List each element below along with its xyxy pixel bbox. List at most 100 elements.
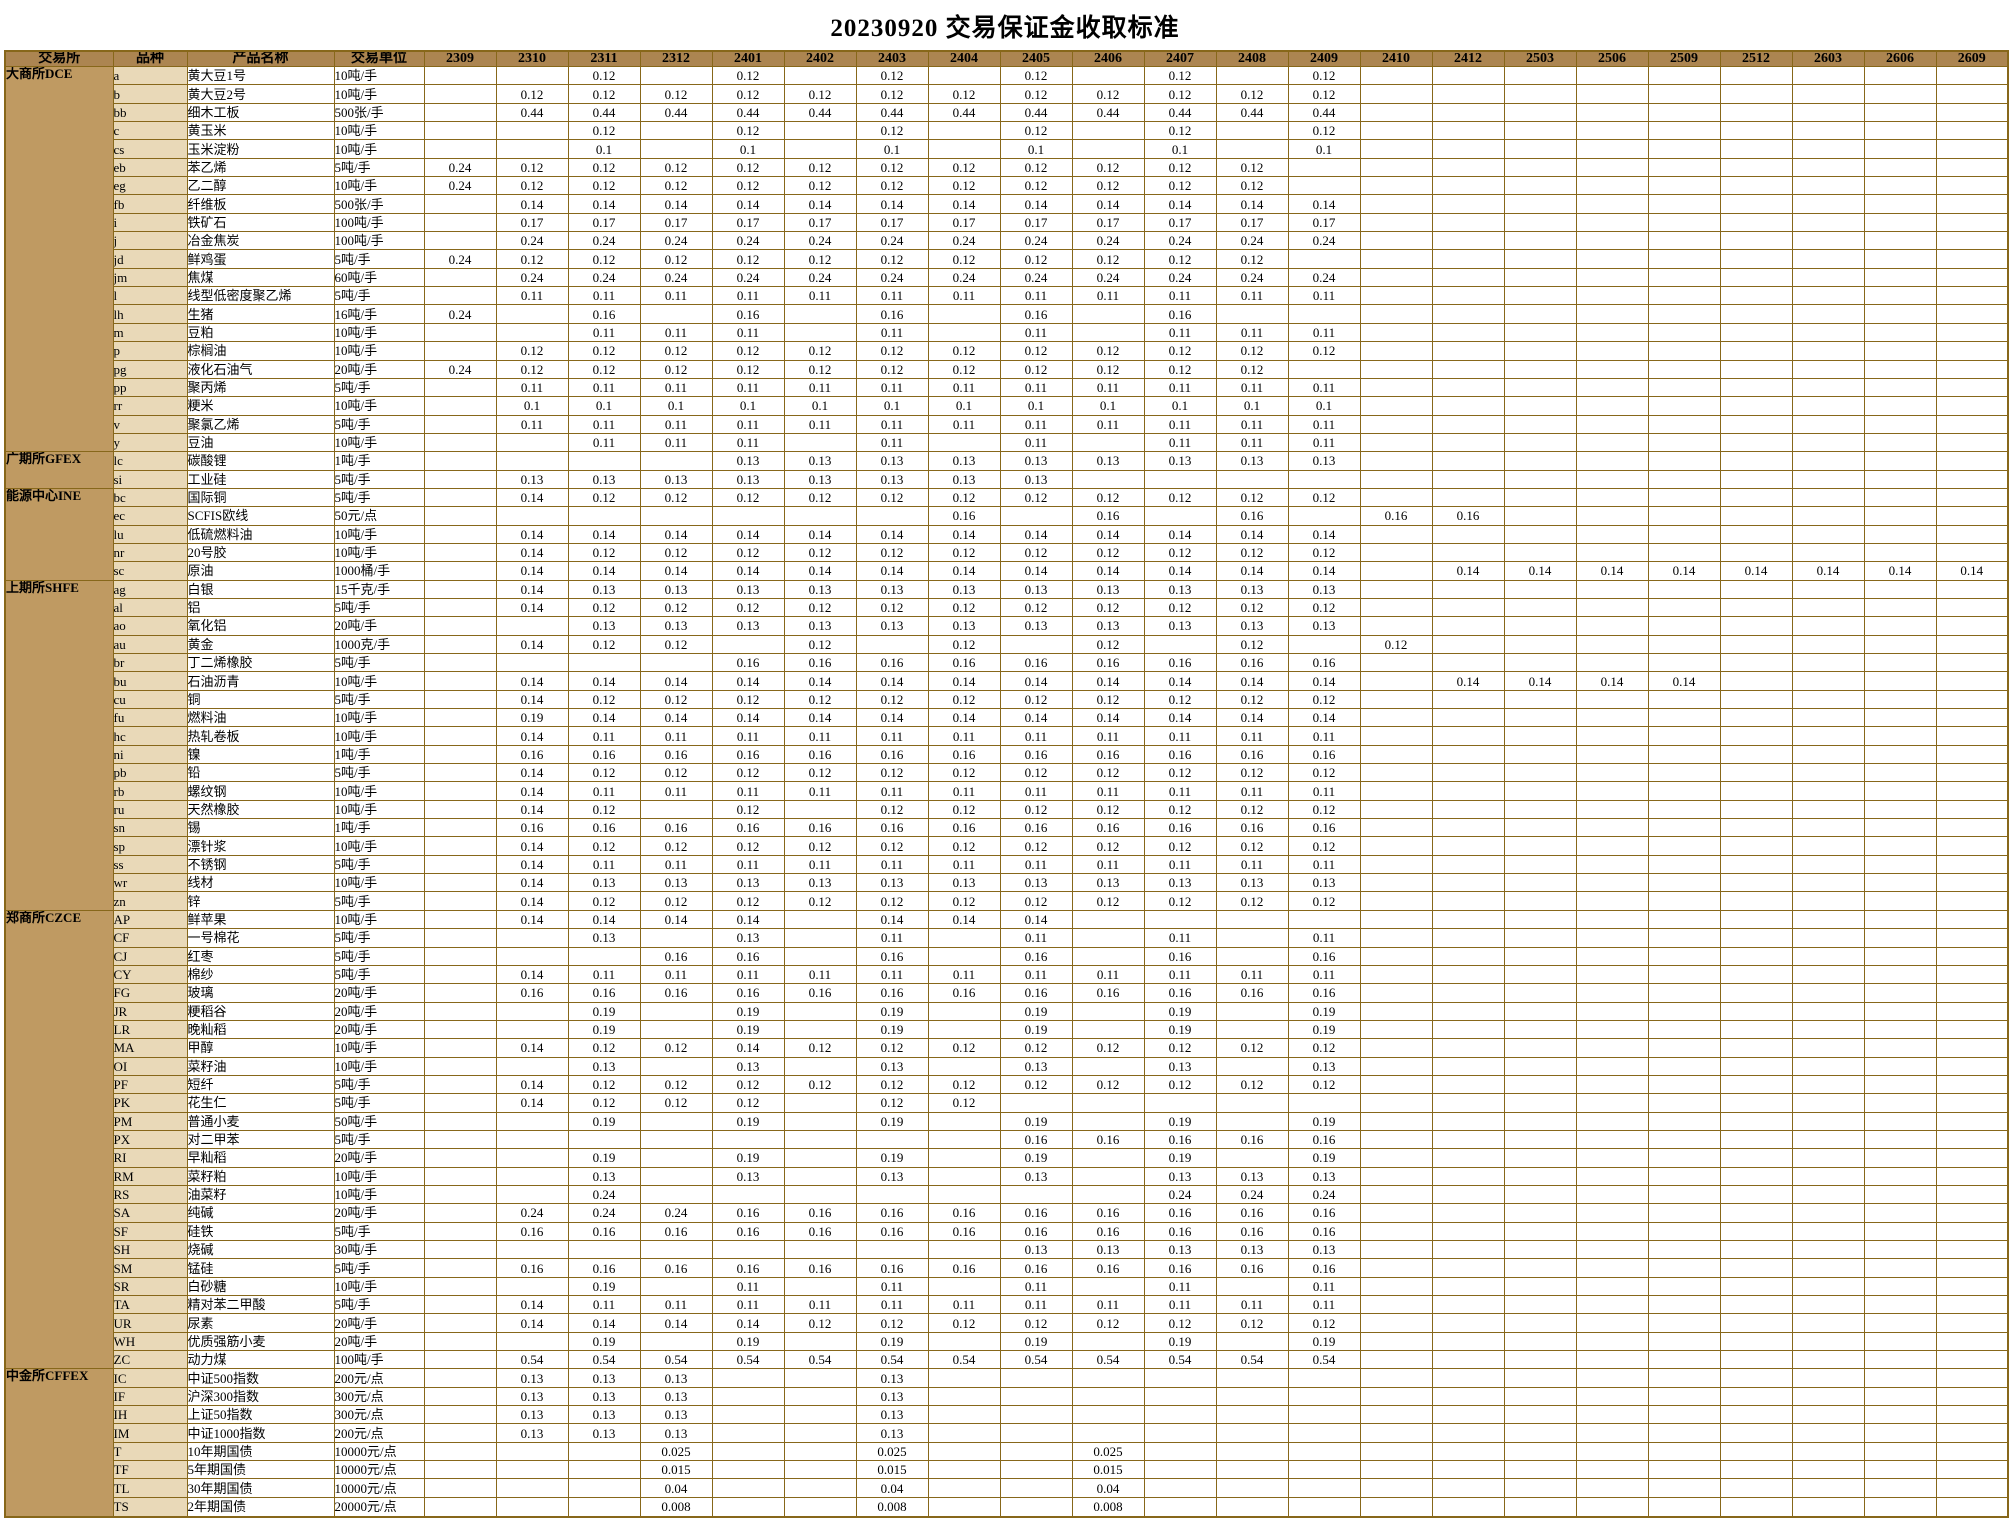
margin-value-cell-lu-2412 [1431,524,1505,544]
margin-value-cell-fb-2312: 0.14 [639,194,713,214]
trade-unit-cell: 5吨/手 [333,286,425,306]
margin-value-cell-bc-2312: 0.12 [639,487,713,508]
margin-value-cell-br-2606 [1863,652,1937,673]
margin-value-cell-IM-2406 [1071,1423,1145,1443]
margin-value-cell-TF-2312: 0.015 [639,1460,713,1480]
table-row-MA: MA 甲醇 10吨/手 0.14 0.12 0.12 0.14 0.12 0.12 0.12 0.1… [5,1038,2009,1058]
margin-value-cell-pg-2512 [1719,359,1793,379]
margin-value-cell-RM-2407: 0.13 [1143,1166,1217,1186]
header-month-2503: 2503 [1503,50,1577,67]
margin-value-cell-TA-2401: 0.11 [711,1295,785,1315]
margin-value-cell-CJ-2503 [1503,946,1577,966]
margin-value-cell-TA-2512 [1719,1295,1793,1315]
margin-value-cell-TL-2312: 0.04 [639,1478,713,1498]
margin-value-cell-ag-2310: 0.14 [495,579,569,599]
margin-value-cell-lc-2603 [1791,451,1865,471]
product-name-cell: 烧碱 [186,1239,335,1260]
margin-value-cell-zn-2405: 0.12 [999,891,1073,911]
margin-value-cell-rr-2406: 0.1 [1071,396,1145,416]
margin-value-cell-ec-2412: 0.16 [1431,506,1505,526]
margin-value-cell-y-2609 [1935,432,2009,453]
margin-value-cell-rr-2606 [1863,396,1937,416]
margin-value-cell-IM-2404 [927,1423,1001,1443]
margin-value-cell-c-2603 [1791,121,1865,141]
margin-value-cell-ni-2506 [1575,744,1649,765]
margin-value-cell-PF-2409: 0.12 [1287,1074,1361,1095]
margin-value-cell-TS-2603 [1791,1496,1865,1518]
margin-value-cell-TL-2606 [1863,1478,1937,1498]
product-name-cell: 精对苯二甲酸 [186,1295,335,1315]
variety-code-cell: nr [112,542,188,563]
margin-value-cell-ag-2409: 0.13 [1287,579,1361,599]
margin-value-cell-l-2402: 0.11 [783,286,857,306]
margin-value-cell-ZC-2506 [1575,1350,1649,1370]
margin-value-cell-ss-2309 [423,854,497,875]
margin-value-cell-TS-2412 [1431,1496,1505,1518]
trade-unit-cell: 10000元/点 [333,1460,425,1480]
margin-value-cell-CF-2408 [1215,928,1289,948]
margin-value-cell-SR-2405: 0.11 [999,1276,1073,1297]
margin-value-cell-SH-2403 [855,1239,929,1260]
margin-value-cell-RS-2409: 0.24 [1287,1184,1361,1205]
margin-value-cell-IH-2609 [1935,1405,2009,1425]
margin-value-cell-IC-2311: 0.13 [567,1368,641,1388]
margin-value-cell-ss-2410 [1359,854,1433,875]
margin-value-cell-cu-2402: 0.12 [783,689,857,710]
margin-value-cell-j-2311: 0.24 [567,231,641,251]
margin-value-cell-ni-2310: 0.16 [495,744,569,765]
margin-value-cell-eg-2310: 0.12 [495,176,569,196]
margin-value-cell-bb-2405: 0.44 [999,102,1073,123]
variety-code-cell: i [112,212,188,233]
margin-value-cell-FG-2309 [423,983,497,1003]
product-name-cell: 聚氯乙烯 [186,414,335,434]
margin-value-cell-ag-2509 [1647,579,1721,599]
margin-value-cell-m-2410 [1359,322,1433,343]
margin-value-cell-TS-2609 [1935,1496,2009,1518]
margin-value-cell-RM-2609 [1935,1166,2009,1186]
margin-value-cell-al-2403: 0.12 [855,597,929,618]
margin-value-cell-ZC-2404: 0.54 [927,1350,1001,1370]
margin-value-cell-br-2512 [1719,652,1793,673]
margin-value-cell-MA-2405: 0.12 [999,1038,1073,1058]
table-row-SM: SM 锰硅 5吨/手 0.16 0.16 0.16 0.16 0.16 0.16 0.16 0.16… [5,1258,2009,1278]
margin-value-cell-eb-2410 [1359,157,1433,178]
variety-code-cell: ao [112,616,188,636]
margin-value-cell-sp-2311: 0.12 [567,836,641,856]
margin-value-cell-pp-2311: 0.11 [567,377,641,398]
margin-value-cell-PX-2310 [495,1129,569,1150]
margin-value-cell-bu-2409: 0.14 [1287,671,1361,691]
margin-value-cell-RI-2404 [927,1148,1001,1168]
margin-value-cell-pg-2410 [1359,359,1433,379]
margin-value-cell-i-2309 [423,212,497,233]
margin-value-cell-PF-2609 [1935,1074,2009,1095]
table-row-PX: PX 对二甲苯 5吨/手 0.16 0.16 0.16 0.16 0.16 [5,1129,2009,1150]
margin-value-cell-y-2606 [1863,432,1937,453]
margin-value-cell-IC-2506 [1575,1368,1649,1388]
margin-value-cell-MA-2609 [1935,1038,2009,1058]
variety-code-cell: p [112,341,188,361]
margin-value-cell-sn-2405: 0.16 [999,818,1073,838]
margin-value-cell-SA-2603 [1791,1203,1865,1223]
margin-value-cell-SR-2410 [1359,1276,1433,1297]
margin-value-cell-c-2409: 0.12 [1287,121,1361,141]
table-row-rb: rb 螺纹钢 10吨/手 0.14 0.11 0.11 0.11 0.11 0.11 0.11 0.… [5,781,2009,801]
margin-value-cell-LR-2406 [1071,1019,1145,1040]
margin-value-cell-pp-2506 [1575,377,1649,398]
exchange-cell: 郑商所CZCE [4,909,114,1370]
margin-value-cell-i-2603 [1791,212,1865,233]
table-row-OI: OI 菜籽油 10吨/手 0.13 0.13 0.13 0.13 0.13 0.13 [5,1056,2009,1076]
margin-value-cell-fu-2312: 0.14 [639,708,713,728]
margin-value-cell-jd-2312: 0.12 [639,249,713,269]
margin-value-cell-pb-2310: 0.14 [495,763,569,783]
margin-value-cell-T-2403: 0.025 [855,1441,929,1462]
margin-value-cell-bu-2406: 0.14 [1071,671,1145,691]
margin-value-cell-JR-2312 [639,1001,713,1021]
margin-value-cell-OI-2406 [1071,1056,1145,1076]
margin-value-cell-ni-2312: 0.16 [639,744,713,765]
margin-value-cell-p-2404: 0.12 [927,341,1001,361]
margin-value-cell-TS-2606 [1863,1496,1937,1518]
margin-value-cell-sc-2503: 0.14 [1503,561,1577,581]
margin-value-cell-SR-2408 [1215,1276,1289,1297]
margin-value-cell-ss-2402: 0.11 [783,854,857,875]
margin-value-cell-IC-2512 [1719,1368,1793,1388]
